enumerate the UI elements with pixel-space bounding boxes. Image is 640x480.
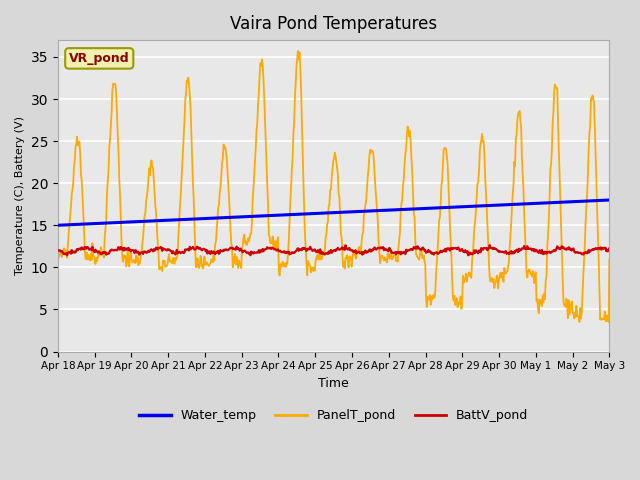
Text: VR_pond: VR_pond — [69, 52, 129, 65]
Y-axis label: Temperature (C), Battery (V): Temperature (C), Battery (V) — [15, 116, 25, 276]
X-axis label: Time: Time — [318, 377, 349, 390]
Title: Vaira Pond Temperatures: Vaira Pond Temperatures — [230, 15, 437, 33]
Legend: Water_temp, PanelT_pond, BattV_pond: Water_temp, PanelT_pond, BattV_pond — [134, 405, 533, 428]
